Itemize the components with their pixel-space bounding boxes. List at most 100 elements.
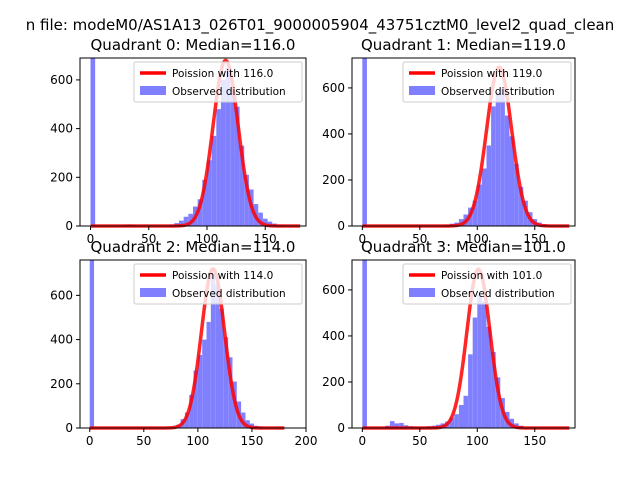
histogram-bar	[239, 145, 245, 226]
histogram-bar	[211, 135, 217, 226]
histogram-bar	[189, 394, 194, 428]
y-tick-label: 200	[322, 173, 345, 187]
histogram-bar	[179, 220, 184, 226]
axes-frame	[351, 57, 576, 227]
legend-box	[133, 263, 303, 305]
histogram-bar	[197, 199, 203, 226]
panel-title: Quadrant 1: Median=119.0	[361, 36, 566, 54]
histogram-bar	[206, 160, 212, 226]
legend-line-label: Poission with 114.0	[172, 270, 273, 282]
histogram-bar	[89, 260, 95, 428]
histogram-bar	[202, 179, 207, 226]
legend: Poission with 114.0 Observed distribution	[133, 263, 303, 305]
histogram-bar	[230, 89, 235, 226]
x-tick-label: 100	[466, 232, 489, 246]
histogram-bar	[477, 184, 482, 226]
x-tick-label: 150	[523, 232, 546, 246]
histogram-bar	[504, 115, 510, 226]
y-tick-label: 200	[322, 375, 345, 389]
axes-frame	[79, 57, 307, 227]
legend-hist-label: Observed distribution	[172, 86, 286, 98]
legend-hist-label: Observed distribution	[441, 288, 555, 300]
x-tick-label: 0	[87, 232, 95, 246]
histogram-bar	[228, 357, 233, 428]
x-tick-label: 50	[141, 232, 156, 246]
legend-box	[402, 263, 572, 305]
x-tick-label: 100	[196, 232, 219, 246]
histogram-bar	[449, 417, 455, 428]
x-tick-label: 200	[295, 434, 318, 448]
histogram-bar	[495, 92, 501, 227]
histogram-bar	[216, 109, 221, 226]
histogram-bar	[486, 145, 492, 226]
x-tick-label: 0	[359, 232, 367, 246]
legend-line-label: Poission with 119.0	[441, 68, 542, 80]
y-tick-label: 400	[50, 122, 73, 136]
histogram-bar	[262, 218, 268, 226]
x-tick-label: 150	[523, 434, 546, 448]
histogram-bar	[472, 317, 478, 428]
panel-quadrant-0: Quadrant 0: Median=116.0 0 50 100 150 0 200 400…	[50, 36, 307, 246]
histogram-bar	[362, 58, 367, 226]
histogram-bar	[188, 213, 193, 226]
histogram-bar	[267, 221, 273, 226]
histogram-bar	[472, 200, 478, 226]
histogram-bar	[184, 412, 190, 428]
y-tick-label: 400	[50, 333, 73, 347]
histogram-bar	[481, 168, 487, 226]
histogram-bar	[389, 421, 395, 428]
histogram-bar	[193, 370, 198, 428]
panel-title: Quadrant 2: Median=114.0	[91, 238, 296, 256]
histogram-bar	[219, 308, 224, 428]
y-tick-label: 200	[50, 377, 73, 391]
x-tick-label: 50	[136, 434, 151, 448]
histogram-bar	[223, 337, 229, 428]
y-tick-label: 600	[322, 81, 345, 95]
histogram-bar	[491, 352, 496, 428]
y-tick-label: 200	[50, 170, 73, 184]
legend-line-label: Poission with 101.0	[441, 270, 542, 282]
histogram-bar	[477, 294, 482, 428]
legend-box	[402, 61, 572, 103]
panel-quadrant-1: Quadrant 1: Median=119.0 0 50 100 150 0 200 400…	[322, 36, 576, 246]
histogram-bar	[458, 404, 464, 428]
x-tick-label: 150	[240, 434, 263, 448]
histogram-bar	[183, 216, 189, 226]
legend-hist-label: Observed distribution	[441, 86, 555, 98]
histogram-bar	[244, 174, 249, 226]
legend-hist-swatch	[140, 86, 166, 95]
histogram-bar	[481, 301, 487, 428]
legend-box	[133, 61, 303, 103]
legend-hist-swatch	[140, 288, 166, 297]
y-tick-label: 0	[65, 219, 73, 233]
axes-frame	[79, 259, 307, 429]
legend-line-label: Poission with 116.0	[172, 68, 273, 80]
histogram-bar	[90, 58, 96, 226]
histogram-bar	[399, 422, 404, 428]
figure-suptitle: n file: modeM0/AS1A13_026T01_9000005904_…	[26, 16, 615, 35]
y-tick-label: 0	[337, 421, 345, 435]
x-tick-label: 150	[254, 232, 277, 246]
histogram-bar	[486, 326, 492, 428]
histogram-bar	[210, 273, 216, 428]
x-tick-label: 100	[466, 434, 489, 448]
histogram-bar	[245, 420, 250, 428]
histogram-bar	[394, 423, 400, 428]
histogram-bar	[463, 395, 469, 428]
histogram-bar	[518, 186, 524, 226]
legend: Poission with 116.0 Observed distribution	[133, 61, 303, 103]
x-tick-label: 50	[412, 232, 427, 246]
x-tick-label: 50	[412, 434, 427, 448]
histogram-bar	[202, 339, 207, 428]
legend-hist-swatch	[409, 86, 435, 95]
histogram-bar	[514, 163, 519, 226]
panel-title: Quadrant 3: Median=101.0	[361, 238, 566, 256]
panel-quadrant-2: Quadrant 2: Median=114.0 0 50 100 150 200 0 200…	[50, 238, 317, 448]
y-tick-label: 600	[322, 283, 345, 297]
histogram-bar	[258, 212, 263, 226]
histogram-bar	[220, 79, 226, 226]
y-tick-label: 400	[322, 127, 345, 141]
legend: Poission with 119.0 Observed distribution	[402, 61, 572, 103]
histogram-bar	[491, 106, 496, 226]
